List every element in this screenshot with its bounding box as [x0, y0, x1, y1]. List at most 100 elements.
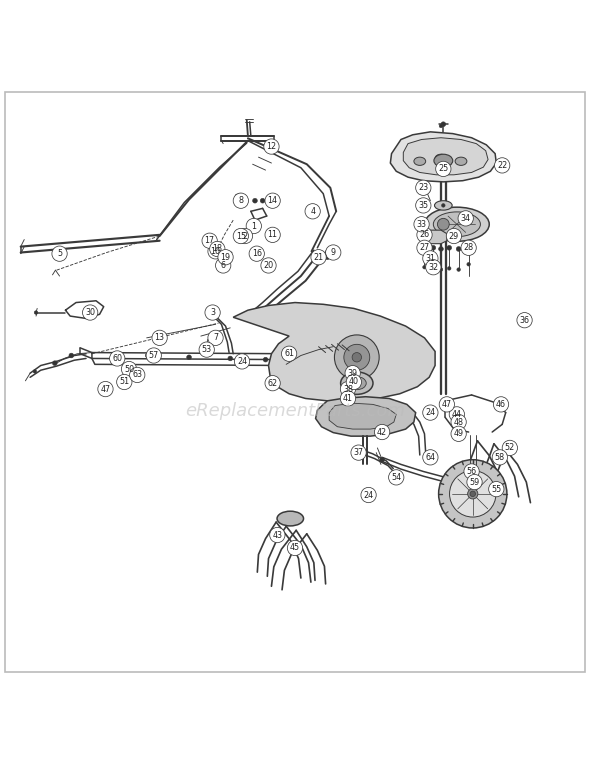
Text: 45: 45: [290, 543, 300, 552]
Ellipse shape: [277, 511, 303, 526]
Circle shape: [52, 246, 67, 261]
Circle shape: [441, 121, 445, 127]
Circle shape: [233, 228, 248, 244]
Text: 63: 63: [132, 371, 142, 380]
Ellipse shape: [433, 212, 480, 237]
Text: 60: 60: [112, 354, 122, 363]
Circle shape: [456, 247, 461, 251]
Circle shape: [146, 348, 162, 363]
Circle shape: [468, 489, 478, 499]
Circle shape: [416, 180, 431, 196]
Polygon shape: [404, 138, 488, 175]
Text: 54: 54: [391, 473, 401, 482]
Text: 9: 9: [331, 248, 336, 257]
Circle shape: [354, 380, 360, 386]
Text: 13: 13: [155, 333, 165, 342]
Circle shape: [208, 330, 223, 345]
Circle shape: [493, 397, 509, 412]
Text: 62: 62: [268, 379, 278, 387]
Ellipse shape: [340, 372, 373, 394]
Text: 48: 48: [454, 417, 464, 426]
Text: 22: 22: [497, 161, 507, 170]
Text: 43: 43: [273, 530, 283, 539]
Text: 17: 17: [205, 236, 215, 245]
Circle shape: [467, 263, 470, 266]
Circle shape: [450, 471, 496, 517]
Circle shape: [422, 251, 438, 266]
Circle shape: [199, 342, 214, 358]
Text: 53: 53: [202, 345, 212, 354]
Circle shape: [467, 474, 482, 490]
Circle shape: [441, 204, 445, 207]
Circle shape: [53, 361, 57, 365]
Text: 59: 59: [470, 478, 480, 487]
Polygon shape: [233, 303, 435, 401]
Ellipse shape: [434, 201, 452, 210]
Circle shape: [351, 445, 366, 460]
Circle shape: [327, 250, 332, 255]
Circle shape: [287, 540, 303, 555]
Circle shape: [437, 219, 449, 230]
Circle shape: [416, 198, 431, 213]
Circle shape: [69, 353, 74, 358]
Circle shape: [417, 240, 432, 255]
Circle shape: [83, 305, 98, 320]
Circle shape: [467, 246, 470, 250]
Circle shape: [470, 491, 476, 497]
Circle shape: [270, 527, 285, 542]
Text: 47: 47: [100, 384, 110, 393]
Circle shape: [439, 268, 442, 271]
Text: 21: 21: [313, 253, 323, 262]
Circle shape: [431, 245, 435, 250]
Text: 2: 2: [242, 231, 248, 241]
Circle shape: [218, 250, 233, 265]
Circle shape: [438, 247, 443, 251]
Circle shape: [311, 250, 326, 265]
Circle shape: [517, 312, 532, 328]
Text: 30: 30: [85, 308, 95, 317]
Circle shape: [152, 330, 168, 345]
Circle shape: [449, 406, 464, 422]
Circle shape: [254, 250, 259, 255]
Text: 16: 16: [252, 249, 262, 258]
Circle shape: [34, 311, 38, 314]
Circle shape: [281, 346, 297, 361]
Circle shape: [492, 450, 507, 465]
Text: 40: 40: [349, 377, 359, 387]
Circle shape: [265, 227, 280, 242]
Text: 28: 28: [464, 243, 474, 252]
Text: 8: 8: [238, 196, 243, 206]
Text: 31: 31: [425, 254, 435, 263]
Circle shape: [458, 211, 473, 226]
Text: 29: 29: [449, 231, 459, 241]
Text: 4: 4: [310, 207, 315, 215]
Circle shape: [202, 233, 217, 248]
Circle shape: [335, 335, 379, 380]
Text: 27: 27: [419, 243, 430, 252]
Circle shape: [329, 250, 334, 255]
Circle shape: [340, 391, 356, 406]
Circle shape: [422, 450, 438, 465]
Ellipse shape: [434, 154, 453, 167]
Circle shape: [431, 267, 435, 270]
Circle shape: [345, 365, 360, 380]
Circle shape: [417, 227, 432, 242]
Circle shape: [249, 246, 264, 261]
Circle shape: [438, 460, 507, 528]
Ellipse shape: [455, 157, 467, 165]
Text: 34: 34: [461, 214, 471, 223]
Polygon shape: [421, 230, 447, 244]
Circle shape: [130, 367, 145, 383]
Circle shape: [375, 424, 390, 440]
Circle shape: [451, 426, 466, 442]
Text: 10: 10: [211, 247, 221, 256]
Circle shape: [246, 219, 261, 234]
Text: 7: 7: [213, 333, 218, 342]
Circle shape: [208, 244, 223, 259]
Text: 56: 56: [467, 467, 477, 476]
Circle shape: [439, 397, 454, 412]
Text: 24: 24: [237, 357, 247, 366]
Text: 38: 38: [343, 384, 353, 393]
Text: 19: 19: [221, 253, 231, 262]
Circle shape: [146, 353, 150, 358]
